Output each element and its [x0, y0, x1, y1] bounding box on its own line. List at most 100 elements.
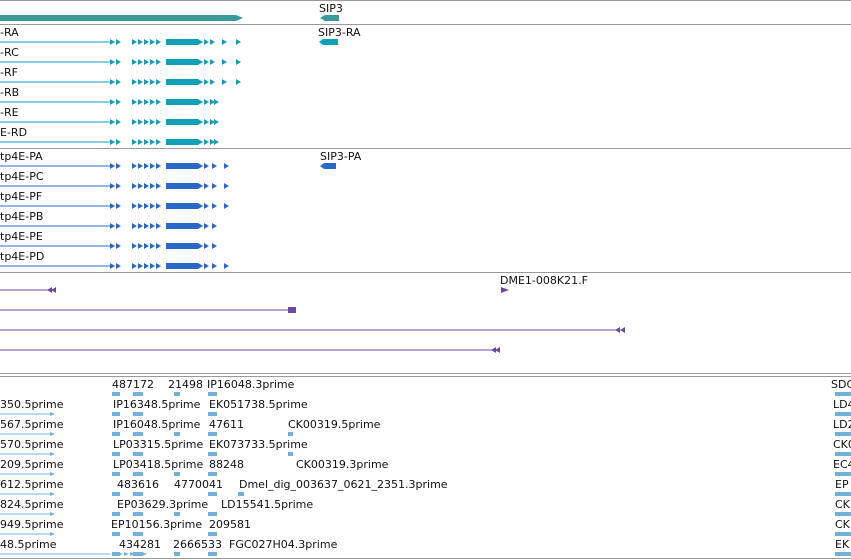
protein-label[interactable]: tp4E-PB — [0, 210, 44, 223]
est-label[interactable]: EP03629.3prime — [117, 498, 209, 511]
protein-label-sip3-pa[interactable]: SIP3-PA — [320, 150, 362, 163]
est-label[interactable]: LD2 — [833, 418, 851, 431]
strand-arrow-right — [110, 183, 115, 189]
est-label[interactable]: EK073733.5prime — [209, 438, 308, 451]
transcript-label[interactable]: -RA — [0, 26, 19, 39]
est-label[interactable]: LP03315.5prime — [113, 438, 204, 451]
est-block — [112, 532, 120, 536]
est-label[interactable]: LD4 — [833, 398, 851, 411]
transcript-label[interactable]: E-RD — [0, 126, 28, 139]
strand-arrow-right — [204, 203, 209, 209]
track-separator — [0, 373, 851, 374]
protein-label[interactable]: tp4E-PD — [0, 250, 45, 263]
est-label[interactable]: 88248 — [209, 458, 244, 471]
est-label[interactable]: SDC — [831, 378, 851, 391]
est-label[interactable]: 487172 — [112, 378, 154, 391]
est-label[interactable]: EP — [835, 478, 849, 491]
cdna-label[interactable]: DME1-008K21.F — [500, 274, 588, 287]
est-block — [208, 392, 217, 396]
strand-arrow-right — [224, 203, 229, 209]
exon-block — [166, 59, 198, 65]
strand-arrow-right — [132, 203, 137, 209]
est-label[interactable]: 48.5prime — [0, 538, 57, 551]
strand-arrow-right — [210, 139, 215, 145]
est-label[interactable]: CK — [835, 498, 850, 511]
strand-arrow-right — [50, 412, 55, 416]
strand-arrow-right — [204, 119, 209, 125]
protein-label[interactable]: tp4E-PF — [0, 190, 43, 203]
est-label[interactable]: 567.5prime — [0, 418, 64, 431]
strand-arrow-right — [156, 263, 161, 269]
transcript-glyph-sip3-ra — [319, 39, 338, 45]
est-label[interactable]: EK051738.5prime — [209, 398, 308, 411]
est-label[interactable]: 21498 — [168, 378, 203, 391]
strand-arrow-right — [210, 59, 215, 65]
est-label[interactable]: Dmel_dig_003637_0621_2351.3prime — [239, 478, 448, 491]
est-label[interactable]: 434281 — [119, 538, 161, 551]
strand-arrow-right — [110, 263, 115, 269]
gene-label-sip3[interactable]: SIP3 — [319, 2, 343, 15]
strand-arrow-right — [144, 203, 149, 209]
strand-arrow-right — [136, 552, 141, 556]
est-block — [174, 432, 180, 436]
protein-label[interactable]: tp4E-PA — [0, 150, 43, 163]
est-label[interactable]: 612.5prime — [0, 478, 64, 491]
strand-arrow-right — [144, 119, 149, 125]
protein-label[interactable]: tp4E-PE — [0, 230, 43, 243]
est-label[interactable]: 824.5prime — [0, 498, 64, 511]
est-label[interactable]: LD15541.5prime — [221, 498, 314, 511]
strand-arrow-right — [210, 99, 215, 105]
strand-arrow-right — [198, 183, 203, 189]
est-label[interactable]: CK0 — [833, 438, 851, 451]
est-block — [288, 432, 293, 436]
transcript-label[interactable]: -RC — [0, 46, 19, 59]
protein-label[interactable]: tp4E-PC — [0, 170, 44, 183]
est-block — [174, 512, 180, 516]
strand-arrow-right — [150, 39, 155, 45]
strand-arrow-right — [204, 243, 209, 249]
strand-arrow-left — [615, 327, 620, 333]
strand-arrow-right — [204, 163, 209, 169]
est-label[interactable]: IP16048.3prime — [207, 378, 295, 391]
est-label[interactable]: IP16348.5prime — [113, 398, 201, 411]
est-label[interactable]: 350.5prime — [0, 398, 64, 411]
strand-arrow-right — [50, 532, 55, 536]
est-label[interactable]: 209.5prime — [0, 458, 64, 471]
transcript-label-sip3-ra[interactable]: SIP3-RA — [318, 26, 361, 39]
gene-end-arrow — [236, 15, 243, 21]
est-label[interactable]: 570.5prime — [0, 438, 64, 451]
strand-arrow-right — [132, 139, 137, 145]
est-label[interactable]: EK — [835, 538, 850, 551]
strand-arrow-right — [198, 223, 203, 229]
transcript-label[interactable]: -RE — [0, 106, 19, 119]
strand-arrow-right — [224, 183, 229, 189]
strand-arrow-right — [138, 79, 143, 85]
est-label[interactable]: FGC027H04.3prime — [229, 538, 338, 551]
strand-arrow-left — [491, 347, 496, 353]
strand-arrow-right — [222, 39, 227, 45]
strand-arrow-right — [224, 263, 229, 269]
strand-arrow-right — [116, 59, 121, 65]
strand-arrow-right — [138, 183, 143, 189]
transcript-label[interactable]: -RF — [0, 66, 18, 79]
est-label[interactable]: 949.5prime — [0, 518, 64, 531]
strand-arrow-right — [212, 203, 217, 209]
est-label[interactable]: 483616 — [117, 478, 159, 491]
est-label[interactable]: 2666533 — [173, 538, 222, 551]
transcript-label[interactable]: -RB — [0, 86, 20, 99]
strand-arrow-right — [212, 163, 217, 169]
strand-arrow-left — [495, 347, 500, 353]
exon-block — [166, 139, 198, 145]
est-label[interactable]: 209581 — [209, 518, 251, 531]
strand-arrow-right — [224, 163, 229, 169]
est-label[interactable]: CK — [835, 518, 850, 531]
est-label[interactable]: IP16048.5prime — [113, 418, 201, 431]
est-label[interactable]: LP03418.5prime — [113, 458, 204, 471]
est-label[interactable]: CK00319.5prime — [288, 418, 381, 431]
est-label[interactable]: 4770041 — [174, 478, 223, 491]
est-label[interactable]: EP10156.3prime — [111, 518, 203, 531]
est-label[interactable]: EC4 — [833, 458, 851, 471]
est-block — [835, 412, 851, 416]
est-label[interactable]: CK00319.3prime — [296, 458, 389, 471]
est-label[interactable]: 47611 — [209, 418, 244, 431]
